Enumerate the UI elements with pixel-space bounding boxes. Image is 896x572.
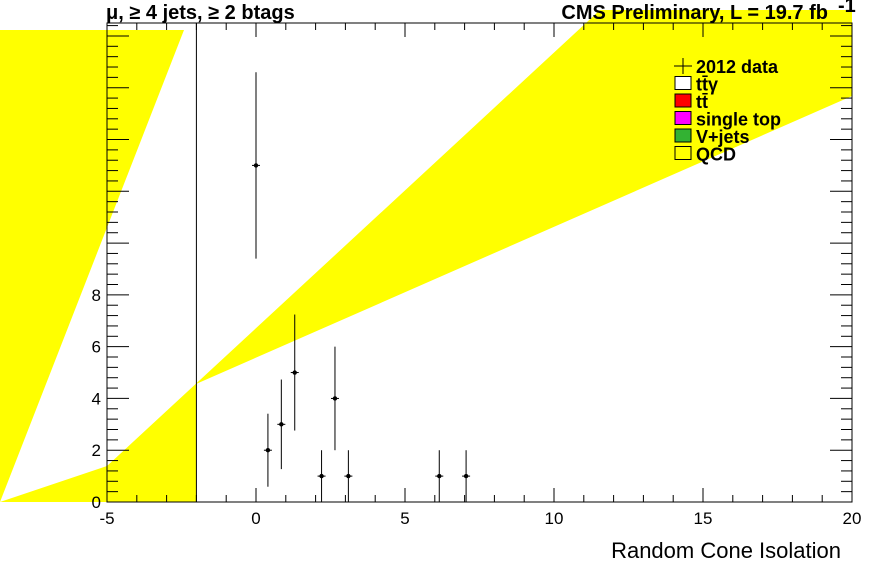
x-tick-label: -5 bbox=[99, 509, 114, 528]
x-tick-label: 5 bbox=[400, 509, 409, 528]
point-marker bbox=[292, 370, 297, 375]
point-marker bbox=[346, 473, 351, 479]
x-tick-label: 10 bbox=[545, 509, 564, 528]
point-marker bbox=[437, 473, 442, 479]
qcd-fill-lower-left bbox=[0, 466, 107, 502]
qcd-fill-left bbox=[0, 30, 184, 502]
axis-ticks bbox=[106, 23, 853, 503]
point-marker bbox=[265, 448, 271, 453]
x-tick-label: 15 bbox=[694, 509, 713, 528]
qcd-fill-area bbox=[0, 10, 852, 502]
point-marker bbox=[463, 473, 469, 479]
legend-label: tt̄γ bbox=[696, 75, 718, 95]
legend-swatch bbox=[674, 93, 692, 108]
data-point bbox=[435, 450, 444, 502]
y-tick-label: 0 bbox=[92, 493, 101, 512]
x-tick-label: 0 bbox=[251, 509, 260, 528]
data-point bbox=[330, 346, 339, 451]
data-series-2012 bbox=[252, 72, 471, 502]
point-marker bbox=[253, 163, 259, 168]
data-point bbox=[252, 72, 260, 259]
point-marker bbox=[332, 396, 338, 401]
legend-entry: single top bbox=[674, 110, 781, 130]
legend-label: V+jets bbox=[696, 127, 750, 147]
data-point bbox=[462, 450, 471, 502]
legend-entry: tt̄γ bbox=[674, 75, 718, 95]
point-marker bbox=[279, 422, 284, 427]
legend-swatch bbox=[674, 76, 692, 90]
data-point bbox=[263, 413, 272, 487]
legend-label: single top bbox=[696, 110, 781, 130]
legend-label: QCD bbox=[696, 145, 736, 165]
legend-entry: tt̄ bbox=[674, 92, 708, 112]
title-right-superscript: -1 bbox=[838, 0, 856, 17]
data-point bbox=[344, 450, 353, 502]
y-tick-label: 4 bbox=[92, 389, 101, 408]
legend-entry: V+jets bbox=[674, 127, 750, 147]
plot-frame bbox=[106, 22, 853, 503]
x-axis-label: Random Cone Isolation bbox=[611, 538, 841, 563]
y-tick-label: 8 bbox=[92, 286, 101, 305]
legend-swatch bbox=[674, 111, 692, 125]
point-marker bbox=[319, 473, 324, 479]
legend-entry: QCD bbox=[674, 145, 736, 165]
data-point bbox=[290, 314, 299, 431]
data-point bbox=[277, 379, 286, 470]
legend-swatch bbox=[674, 128, 692, 143]
y-tick-label: 6 bbox=[92, 338, 101, 357]
y-tick-label: 2 bbox=[92, 441, 101, 460]
legend-label: 2012 data bbox=[696, 57, 779, 77]
qcd-fill-wedge bbox=[107, 10, 852, 502]
data-point bbox=[317, 450, 326, 502]
x-tick-label: 20 bbox=[843, 509, 862, 528]
legend-entry: 2012 data bbox=[674, 57, 779, 77]
title-right: CMS Preliminary, L = 19.7 fb bbox=[561, 2, 828, 24]
title-left: μ, ≥ 4 jets, ≥ 2 btags bbox=[106, 2, 295, 24]
legend-swatch bbox=[674, 146, 692, 160]
legend-label: tt̄ bbox=[696, 92, 708, 112]
